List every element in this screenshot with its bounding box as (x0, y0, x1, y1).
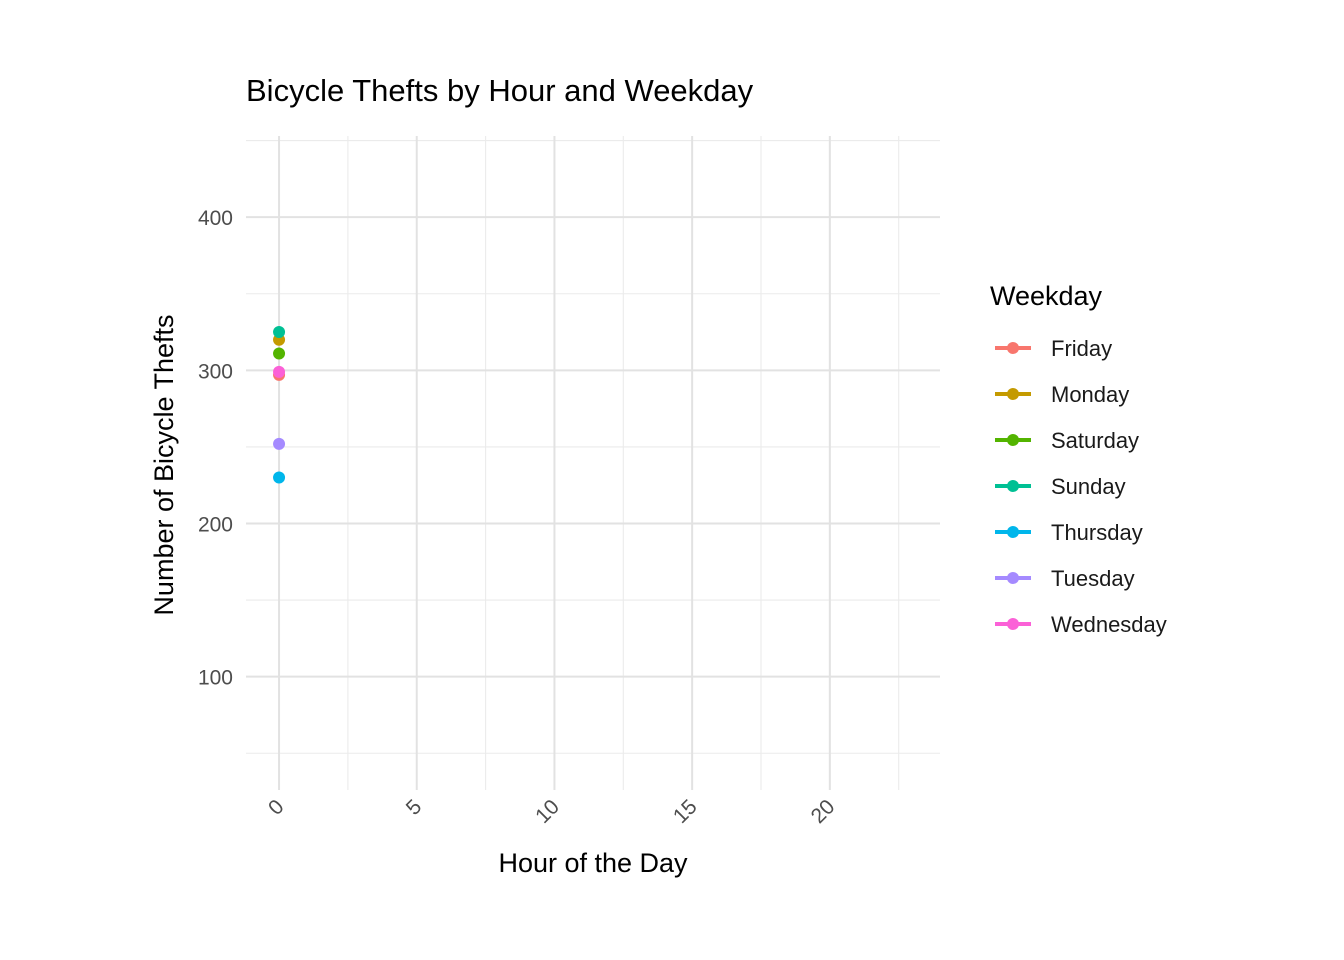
x-tick-label: 20 (807, 795, 840, 828)
legend-item-saturday: Saturday (995, 428, 1139, 453)
chart-title: Bicycle Thefts by Hour and Weekday (246, 73, 754, 108)
x-axis-title: Hour of the Day (498, 848, 688, 878)
legend-item-friday: Friday (995, 336, 1112, 361)
series-wednesday (273, 365, 286, 378)
grid-major (246, 136, 940, 790)
legend-key-point (1007, 572, 1019, 584)
legend-item-tuesday: Tuesday (995, 566, 1135, 591)
data-point (273, 326, 286, 339)
series-saturday (273, 347, 286, 360)
legend-label: Monday (1051, 382, 1129, 407)
x-tick-label: 0 (264, 795, 289, 820)
legend-key-point (1007, 342, 1019, 354)
legend-item-thursday: Thursday (995, 520, 1143, 545)
x-axis-tick-labels: 0 5 10 15 20 (264, 795, 839, 828)
legend-item-wednesday: Wednesday (995, 612, 1167, 637)
series-thursday (273, 471, 286, 484)
y-tick-label: 300 (198, 360, 233, 383)
series-tuesday (273, 437, 286, 450)
series-sunday (273, 326, 286, 339)
y-axis-tick-labels: 100 200 300 400 (198, 207, 233, 689)
legend: Weekday Friday Monday Saturday Sunday Thursd… (990, 281, 1167, 637)
legend-key-point (1007, 480, 1019, 492)
y-axis-title: Number of Bicycle Thefts (149, 314, 179, 615)
legend-label: Thursday (1051, 520, 1143, 545)
x-tick-label: 10 (531, 795, 564, 828)
legend-key-point (1007, 388, 1019, 400)
legend-label: Tuesday (1051, 566, 1135, 591)
legend-items: Friday Monday Saturday Sunday Thursday Tuesda… (995, 336, 1167, 637)
data-point (273, 347, 286, 360)
legend-label: Friday (1051, 336, 1112, 361)
x-tick-label: 15 (669, 795, 702, 828)
data-point (273, 471, 286, 484)
legend-label: Sunday (1051, 474, 1126, 499)
legend-key-point (1007, 434, 1019, 446)
legend-label: Saturday (1051, 428, 1139, 453)
legend-key-point (1007, 618, 1019, 630)
legend-label: Wednesday (1051, 612, 1167, 637)
y-tick-label: 400 (198, 207, 233, 230)
grid-minor (246, 136, 940, 790)
data-point (273, 437, 286, 450)
data-point (273, 365, 286, 378)
series-layer (273, 326, 286, 484)
legend-item-monday: Monday (995, 382, 1129, 407)
legend-key-point (1007, 526, 1019, 538)
x-tick-label: 5 (402, 795, 427, 820)
legend-title: Weekday (990, 281, 1103, 311)
y-tick-label: 200 (198, 513, 233, 536)
legend-item-sunday: Sunday (995, 474, 1126, 499)
y-tick-label: 100 (198, 667, 233, 690)
